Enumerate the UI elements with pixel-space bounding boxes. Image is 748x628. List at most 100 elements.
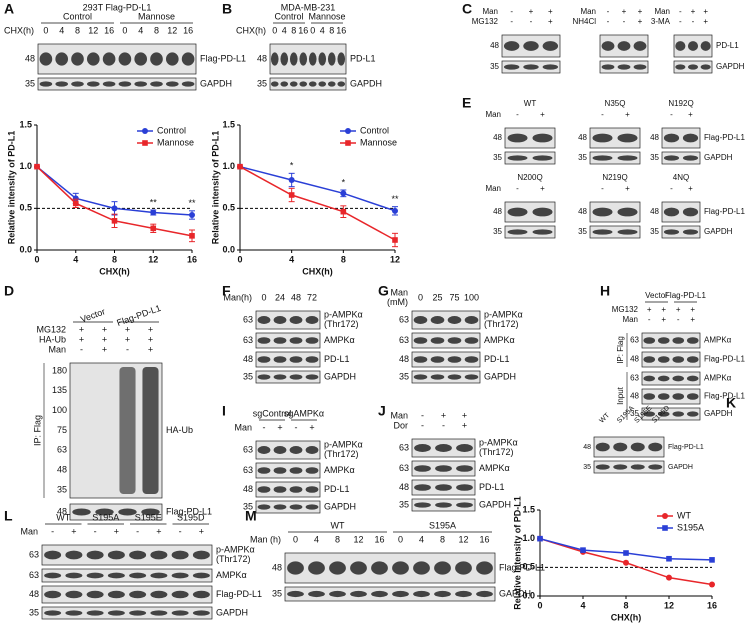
blot-strip [589, 225, 641, 239]
band [257, 356, 271, 363]
mw-marker: 48 [490, 41, 499, 50]
mw-marker: 75 [57, 425, 67, 435]
band [134, 52, 148, 66]
band [617, 41, 631, 51]
x-axis-label: CHX(h) [302, 266, 333, 276]
band [434, 561, 451, 575]
band [257, 446, 271, 454]
point [72, 195, 79, 202]
band [648, 442, 663, 452]
band [663, 229, 680, 235]
band [289, 374, 303, 380]
band [686, 356, 699, 363]
point [709, 581, 715, 588]
group-label: S195A [429, 520, 456, 530]
blot-strip [589, 151, 641, 165]
lane-label: + [540, 110, 545, 119]
band [181, 52, 195, 66]
band [700, 41, 711, 51]
band-label: Flag-PD-L1 [704, 355, 745, 364]
x-tick-label: 0 [34, 254, 39, 264]
blot-strip [41, 606, 213, 620]
lane-label: 0 [43, 25, 48, 35]
lane-label: - [510, 7, 513, 16]
mw-marker: 35 [243, 371, 253, 381]
band [657, 393, 670, 400]
band [507, 207, 528, 217]
y-tick-label: 0.5 [222, 203, 235, 213]
lane-label: + [102, 334, 107, 344]
group-label: Flag-PD-L1 [665, 291, 706, 300]
band [305, 356, 319, 363]
mw-marker: 35 [57, 484, 67, 494]
band [532, 133, 553, 143]
band [107, 590, 125, 599]
lane-label: - [421, 420, 424, 430]
blot-strip [255, 500, 321, 514]
lane-label: - [94, 526, 97, 536]
band-label: Flag-PD-L1 [704, 207, 745, 216]
lane-label: WT [599, 412, 612, 425]
band [672, 411, 685, 417]
band [107, 610, 125, 616]
blot-strip [504, 127, 556, 149]
mw-marker: 35 [650, 153, 659, 162]
mw-marker: 48 [650, 133, 659, 142]
blot-strip [411, 332, 481, 349]
lane-label: + [548, 7, 553, 16]
band-label: AMPKα [479, 463, 510, 473]
blot-strip [641, 388, 701, 405]
row-label: Man [390, 288, 408, 298]
band [414, 465, 431, 472]
y-axis-label: Relative intensity of PD-L1 [512, 496, 522, 610]
lane-label: 16 [374, 534, 384, 544]
band [305, 316, 319, 324]
blot-strip [589, 201, 641, 223]
mw-marker: 63 [399, 314, 409, 324]
blot-strip [255, 351, 321, 368]
lane-label: - [607, 7, 610, 16]
lane-label: + [676, 305, 681, 314]
lane-label: - [601, 184, 604, 193]
x-tick-label: 8 [341, 254, 346, 264]
band [107, 572, 125, 579]
mw-marker: 48 [578, 207, 587, 216]
band [337, 52, 346, 66]
x-tick-label: 0 [237, 254, 242, 264]
band [150, 550, 168, 560]
band [171, 572, 189, 579]
band [134, 81, 148, 87]
band [150, 610, 168, 616]
x-axis-label: CHX(h) [611, 612, 642, 622]
band [280, 52, 289, 66]
band [55, 52, 69, 66]
band-label: (Thr172) [479, 447, 514, 457]
band [686, 393, 699, 400]
blot-strip [661, 127, 701, 149]
legend-label: WT [677, 510, 691, 520]
band [630, 442, 645, 452]
lane-label: 72 [307, 292, 317, 302]
band [289, 337, 303, 344]
series-line [239, 165, 396, 212]
point [392, 207, 398, 214]
row-label: Dor [393, 420, 408, 430]
point [340, 208, 347, 215]
blot-strip [411, 310, 481, 330]
band [273, 486, 287, 493]
band [329, 590, 346, 598]
blot-strip [69, 503, 163, 521]
band [39, 81, 53, 87]
lane-label: + [661, 305, 666, 314]
lane-label: - [679, 7, 682, 16]
band [392, 561, 409, 575]
band [192, 610, 210, 616]
mw-marker: 63 [243, 314, 253, 324]
lane-label: 16 [104, 25, 114, 35]
band [663, 133, 680, 143]
point [150, 209, 157, 216]
mw-marker: 63 [29, 570, 39, 580]
band [305, 374, 319, 380]
band [447, 374, 462, 380]
